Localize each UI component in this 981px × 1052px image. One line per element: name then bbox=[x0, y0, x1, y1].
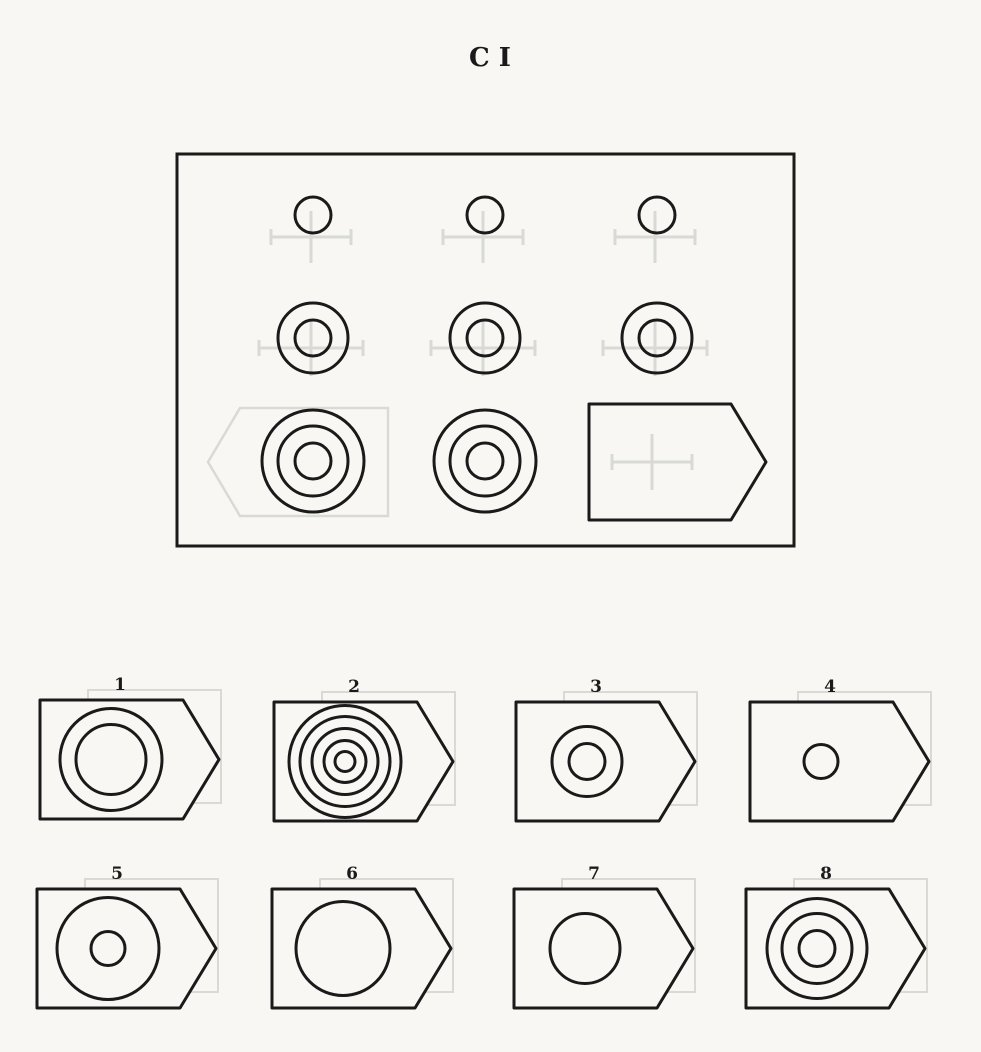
ring-1 bbox=[465, 195, 505, 235]
matrix-frame bbox=[175, 152, 796, 548]
answer-option-7[interactable]: 7 bbox=[512, 864, 696, 1010]
matrix-cell-r2-c1 bbox=[257, 301, 365, 376]
ring-1 bbox=[548, 912, 622, 985]
showthrough-cross bbox=[441, 211, 525, 263]
matrix-cell-r2-c2 bbox=[429, 301, 537, 376]
showthrough-cross bbox=[601, 320, 709, 376]
option-number-label: 2 bbox=[348, 677, 360, 697]
answer-option-1[interactable]: 1 bbox=[38, 675, 222, 821]
ring-2 bbox=[298, 715, 392, 808]
matrix-cell-r3-c3 bbox=[587, 402, 768, 522]
showthrough-cross bbox=[610, 434, 694, 490]
option-number-label: 7 bbox=[588, 864, 600, 884]
showthrough-cross bbox=[429, 320, 537, 376]
ring-3 bbox=[797, 929, 837, 968]
ring-5 bbox=[333, 750, 357, 773]
ring-1 bbox=[765, 897, 869, 1000]
answer-option-5[interactable]: 5 bbox=[35, 864, 219, 1010]
option-number-label: 4 bbox=[824, 677, 836, 697]
option-tag-shape bbox=[272, 700, 455, 823]
option-tag-shape bbox=[512, 887, 695, 1010]
ring-1 bbox=[294, 900, 392, 997]
answer-option-2[interactable]: 2 bbox=[272, 677, 456, 823]
ring-2 bbox=[276, 424, 350, 498]
option-number-label: 5 bbox=[111, 864, 123, 884]
matrix-cell-r3-c1 bbox=[206, 406, 390, 518]
matrix-cell-r1-c2 bbox=[441, 195, 525, 263]
missing-answer-slot bbox=[587, 402, 768, 522]
answer-option-3[interactable]: 3 bbox=[514, 677, 698, 823]
answer-option-6[interactable]: 6 bbox=[270, 864, 454, 1010]
option-number-label: 3 bbox=[590, 677, 602, 697]
ring-1 bbox=[276, 301, 350, 375]
option-number-label: 6 bbox=[346, 864, 358, 884]
ring-1 bbox=[432, 408, 538, 514]
matrix-cell-r2-c3 bbox=[601, 301, 709, 376]
ring-2 bbox=[567, 742, 607, 781]
answer-option-8[interactable]: 8 bbox=[744, 864, 928, 1010]
showthrough-cross bbox=[613, 211, 697, 263]
showthrough-cross bbox=[269, 211, 353, 263]
ring-3 bbox=[465, 441, 505, 481]
answer-option-4[interactable]: 4 bbox=[748, 677, 932, 823]
ring-1 bbox=[260, 408, 366, 514]
ring-2 bbox=[89, 930, 127, 967]
matrix-cell-r1-c1 bbox=[269, 195, 353, 263]
page-title: C I bbox=[469, 43, 511, 73]
ring-1 bbox=[58, 707, 164, 812]
ring-1 bbox=[637, 195, 677, 235]
matrix-cell-r3-c2 bbox=[432, 408, 538, 514]
matrix-cell-r1-c3 bbox=[613, 195, 697, 263]
ring-2 bbox=[465, 318, 505, 358]
ring-2 bbox=[637, 318, 677, 358]
option-number-label: 8 bbox=[820, 864, 832, 884]
ring-1 bbox=[620, 301, 694, 375]
option-tag-shape bbox=[270, 887, 453, 1010]
showthrough-cross bbox=[257, 320, 365, 376]
ring-1 bbox=[802, 743, 840, 780]
ring-2 bbox=[448, 424, 522, 498]
ring-4 bbox=[322, 739, 368, 784]
ring-1 bbox=[550, 725, 624, 798]
ring-1 bbox=[293, 195, 333, 235]
showthrough-tag bbox=[206, 406, 390, 518]
ring-3 bbox=[310, 727, 380, 796]
answer-options: 1 2 3 4 5 6 7 8 bbox=[35, 675, 932, 1010]
option-number-label: 1 bbox=[114, 675, 126, 695]
ring-2 bbox=[74, 723, 148, 796]
matrix-cells bbox=[206, 195, 768, 522]
ring-1 bbox=[448, 301, 522, 375]
ring-1 bbox=[55, 896, 161, 1001]
ring-3 bbox=[293, 441, 333, 481]
ring-2 bbox=[780, 912, 854, 985]
option-tag-shape bbox=[38, 698, 221, 821]
ring-1 bbox=[287, 704, 403, 819]
ring-2 bbox=[293, 318, 333, 358]
